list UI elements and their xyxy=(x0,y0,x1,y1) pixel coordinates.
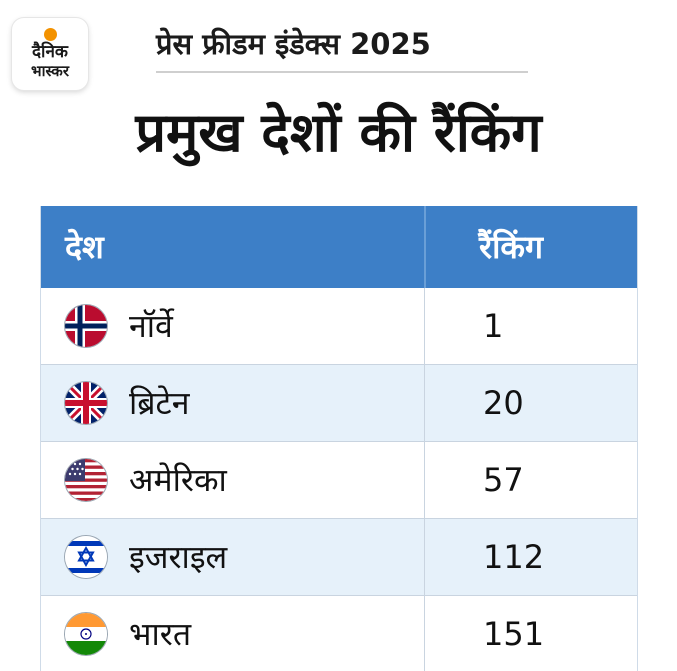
table-row: नॉर्वे 1 xyxy=(41,288,637,365)
norway-flag-icon xyxy=(65,305,107,347)
column-divider xyxy=(424,206,426,288)
ranking-value: 20 xyxy=(483,384,524,422)
table-row: इजराइल 112 xyxy=(41,519,637,596)
country-name: अमेरिका xyxy=(129,461,227,499)
country-name: ब्रिटेन xyxy=(129,384,190,422)
ranking-value: 112 xyxy=(483,538,545,576)
usa-flag-icon xyxy=(65,459,107,501)
country-name: भारत xyxy=(129,615,192,653)
logo-text-line2: भास्कर xyxy=(31,62,69,80)
ranking-table: देश रैंकिंग नॉर्वे 1 xyxy=(40,206,638,671)
table-header: देश रैंकिंग xyxy=(41,206,637,288)
subtitle: प्रेस फ्रीडम इंडेक्स 2025 xyxy=(156,27,431,61)
ranking-value: 57 xyxy=(483,461,524,499)
column-divider xyxy=(424,288,425,364)
column-divider xyxy=(424,596,425,671)
ranking-value: 1 xyxy=(483,307,504,345)
table-row: ब्रिटेन 20 xyxy=(41,365,637,442)
column-divider xyxy=(424,519,425,595)
ranking-value: 151 xyxy=(483,615,545,653)
page-title: प्रमुख देशों की रैंकिंग xyxy=(135,101,542,164)
column-divider xyxy=(424,442,425,518)
header-ranking: रैंकिंग xyxy=(479,228,543,266)
uk-flag-icon xyxy=(65,382,107,424)
subtitle-underline xyxy=(156,71,528,73)
israel-flag-icon xyxy=(65,536,107,578)
table-row: अमेरिका 57 xyxy=(41,442,637,519)
india-flag-icon xyxy=(65,613,107,655)
sun-icon xyxy=(44,28,57,41)
country-name: नॉर्वे xyxy=(129,307,173,345)
country-name: इजराइल xyxy=(129,538,228,576)
header-country: देश xyxy=(65,228,104,266)
table-row: भारत 151 xyxy=(41,596,637,671)
dainik-bhaskar-logo: दैनिक भास्कर xyxy=(12,18,88,90)
column-divider xyxy=(424,365,425,441)
logo-text-line1: दैनिक xyxy=(32,42,68,62)
